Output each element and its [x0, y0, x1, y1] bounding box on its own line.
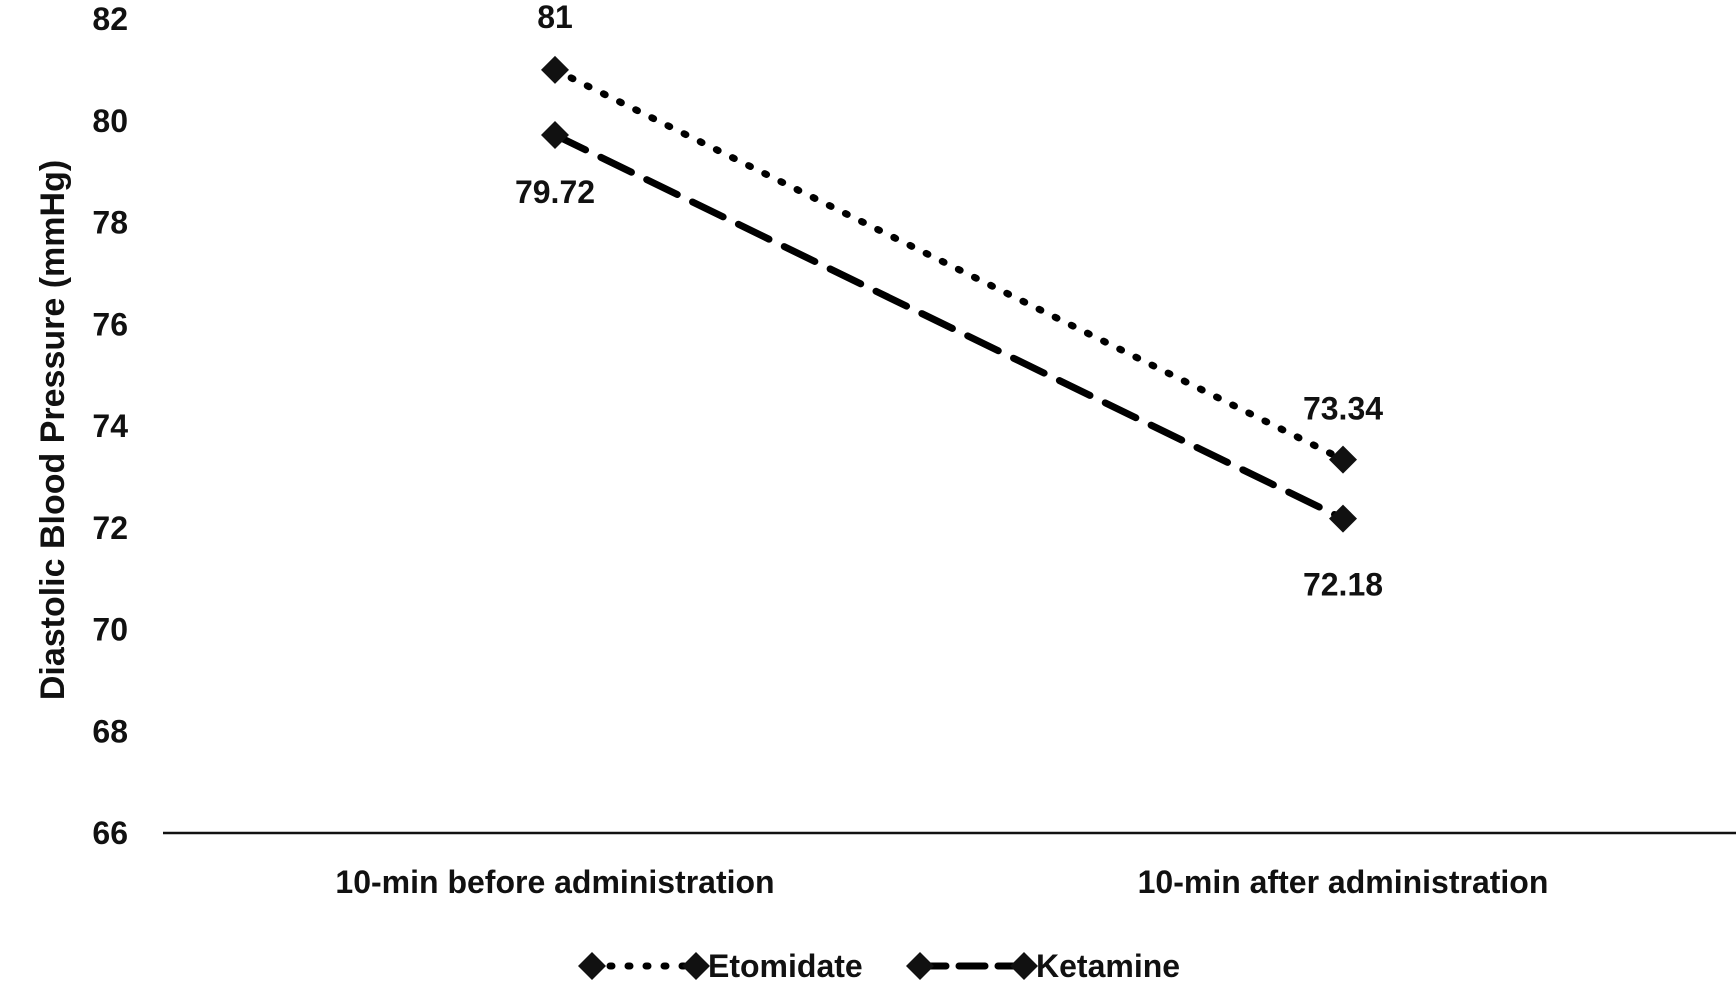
y-tick-label: 80 — [92, 103, 128, 139]
x-axis-ticks: 10-min before administration 10-min after… — [335, 864, 1548, 900]
y-tick-label: 82 — [92, 1, 128, 37]
data-label: 73.34 — [1303, 391, 1383, 427]
legend-marker — [578, 952, 606, 980]
x-tick-label: 10-min before administration — [335, 864, 774, 900]
series-line — [551, 66, 1347, 464]
legend-marker — [906, 952, 934, 980]
y-tick-label: 76 — [92, 306, 128, 342]
y-tick-label: 72 — [92, 510, 128, 546]
y-tick-label: 78 — [92, 205, 128, 241]
legend-item: Etomidate — [578, 948, 863, 984]
data-point-marker — [541, 120, 569, 149]
data-label: 79.72 — [515, 174, 595, 210]
legend: Etomidate Ketamine — [578, 948, 1180, 984]
x-tick-label: 10-min after administration — [1138, 864, 1549, 900]
series-layer: 81 73.34 79.72 72.18 — [515, 0, 1383, 603]
legend-item: Ketamine — [906, 948, 1180, 984]
y-tick-label: 70 — [92, 612, 128, 648]
data-label: 72.18 — [1303, 567, 1383, 603]
series-etomidate: 81 73.34 — [537, 0, 1383, 474]
y-axis-label: Diastolic Blood Pressure (mmHg) — [34, 160, 72, 700]
series-ketamine: 79.72 72.18 — [515, 120, 1383, 603]
y-axis-ticks: 66 68 70 72 74 76 78 80 82 — [92, 1, 128, 851]
legend-label: Etomidate — [708, 948, 863, 984]
legend-marker — [1010, 952, 1038, 980]
data-point-marker — [1329, 504, 1357, 533]
data-point-marker — [541, 55, 569, 84]
y-tick-label: 68 — [92, 713, 128, 749]
series-line — [551, 131, 1347, 523]
legend-label: Ketamine — [1036, 948, 1180, 984]
y-tick-label: 66 — [92, 815, 128, 851]
legend-marker — [682, 952, 710, 980]
data-label: 81 — [537, 0, 573, 35]
data-point-marker — [1329, 445, 1357, 474]
y-tick-label: 74 — [92, 408, 128, 444]
